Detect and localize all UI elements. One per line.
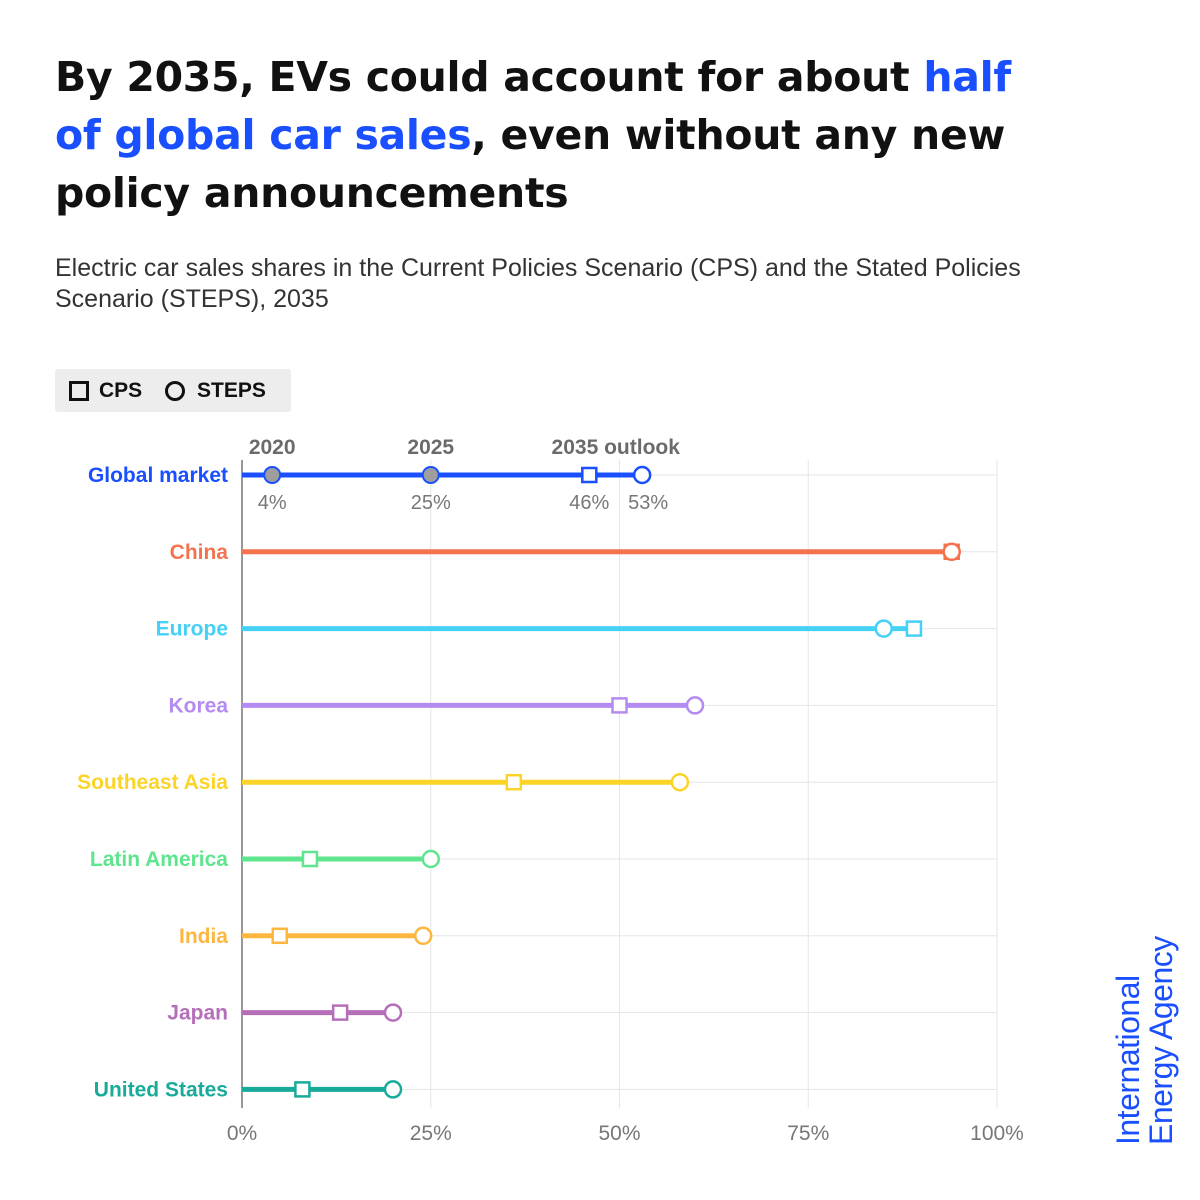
cps-point-europe [905,620,923,637]
x-tick-label: 100% [970,1122,1024,1145]
square-icon [69,381,89,401]
cps-point-latin-america [301,850,319,868]
steps-point-latin-america [421,849,440,869]
title-highlight: half of global car sales [55,53,1011,159]
logo-line-2: Energy Agency [1143,936,1179,1145]
chart-title: By 2035, EVs could account for about hal… [55,48,1055,222]
category-label-japan: Japan [167,1002,228,1025]
category-label-india: India [179,925,228,948]
data-label: 53% [628,492,668,514]
steps-point-southeast-asia [670,772,690,792]
steps-point-india [413,926,433,946]
category-label-latin-america: Latin America [90,848,228,871]
x-tick-label: 50% [598,1122,640,1145]
cps-point-southeast-asia [505,773,523,791]
outlook-label: 2035 outlook [552,436,681,459]
steps-point-united-states [383,1080,403,1099]
cps-point-india [271,927,288,945]
x-tick-label: 25% [410,1122,452,1145]
legend: CPS STEPS [55,369,291,412]
cps-point-global-market [581,466,598,484]
chart-subtitle: Electric car sales shares in the Current… [55,254,1021,313]
logo-line-1: International [1110,975,1146,1145]
cps-point-united-states [294,1081,311,1098]
category-label-united-states: United States [94,1078,228,1101]
x-tick-label: 75% [787,1122,829,1145]
category-label-global-market: Global market [88,464,228,487]
category-label-china: China [170,541,229,564]
legend-label-cps: CPS [99,379,143,402]
iea-logo: International Energy Agency [1110,936,1179,1145]
history-point-2020 [263,466,282,484]
steps-point-china [942,542,961,562]
title-part-1: By 2035, EVs could account for about [55,53,924,101]
data-label: 46% [569,492,609,514]
steps-point-japan [383,1003,403,1022]
steps-point-global-market [632,465,652,485]
category-label-korea: Korea [168,694,228,717]
category-label-southeast-asia: Southeast Asia [77,771,228,794]
circle-icon [165,381,185,401]
steps-point-korea [685,696,705,715]
data-label: 25% [411,492,451,514]
data-label: 4% [258,492,287,514]
history-point-2025 [421,466,440,484]
history-year-label: 2020 [249,436,296,459]
history-year-label: 2025 [407,436,454,459]
cps-point-japan [331,1004,349,1021]
legend-label-steps: STEPS [197,379,266,402]
title-part-2: , even without any new policy announceme… [55,111,1006,217]
steps-point-europe [874,619,893,638]
x-tick-label: 0% [227,1122,257,1145]
cps-point-korea [611,697,628,714]
category-label-europe: Europe [156,618,228,641]
